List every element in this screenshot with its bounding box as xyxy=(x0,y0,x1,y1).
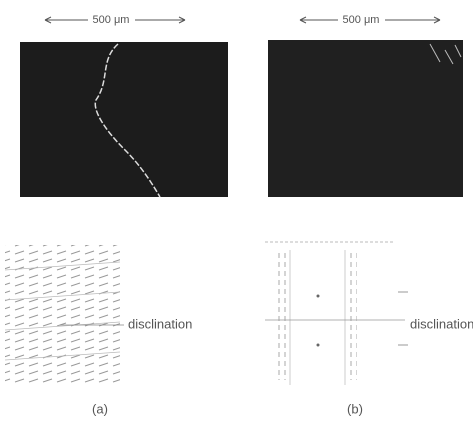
panel-label: (a) xyxy=(92,401,108,416)
scale-label: 500 μm xyxy=(343,14,380,26)
panel-label: (b) xyxy=(347,401,363,416)
scale-label: 500 μm xyxy=(93,14,130,26)
page: 500 μm 500 μm disclination disclination … xyxy=(0,0,473,433)
annotation: disclination xyxy=(128,316,192,331)
director-diagram xyxy=(265,242,408,385)
figure: 500 μm 500 μm disclination disclination … xyxy=(0,0,473,433)
micrograph xyxy=(268,40,463,197)
director-diagram xyxy=(5,245,124,385)
micrograph xyxy=(20,42,228,197)
annotation: disclination xyxy=(410,316,473,331)
